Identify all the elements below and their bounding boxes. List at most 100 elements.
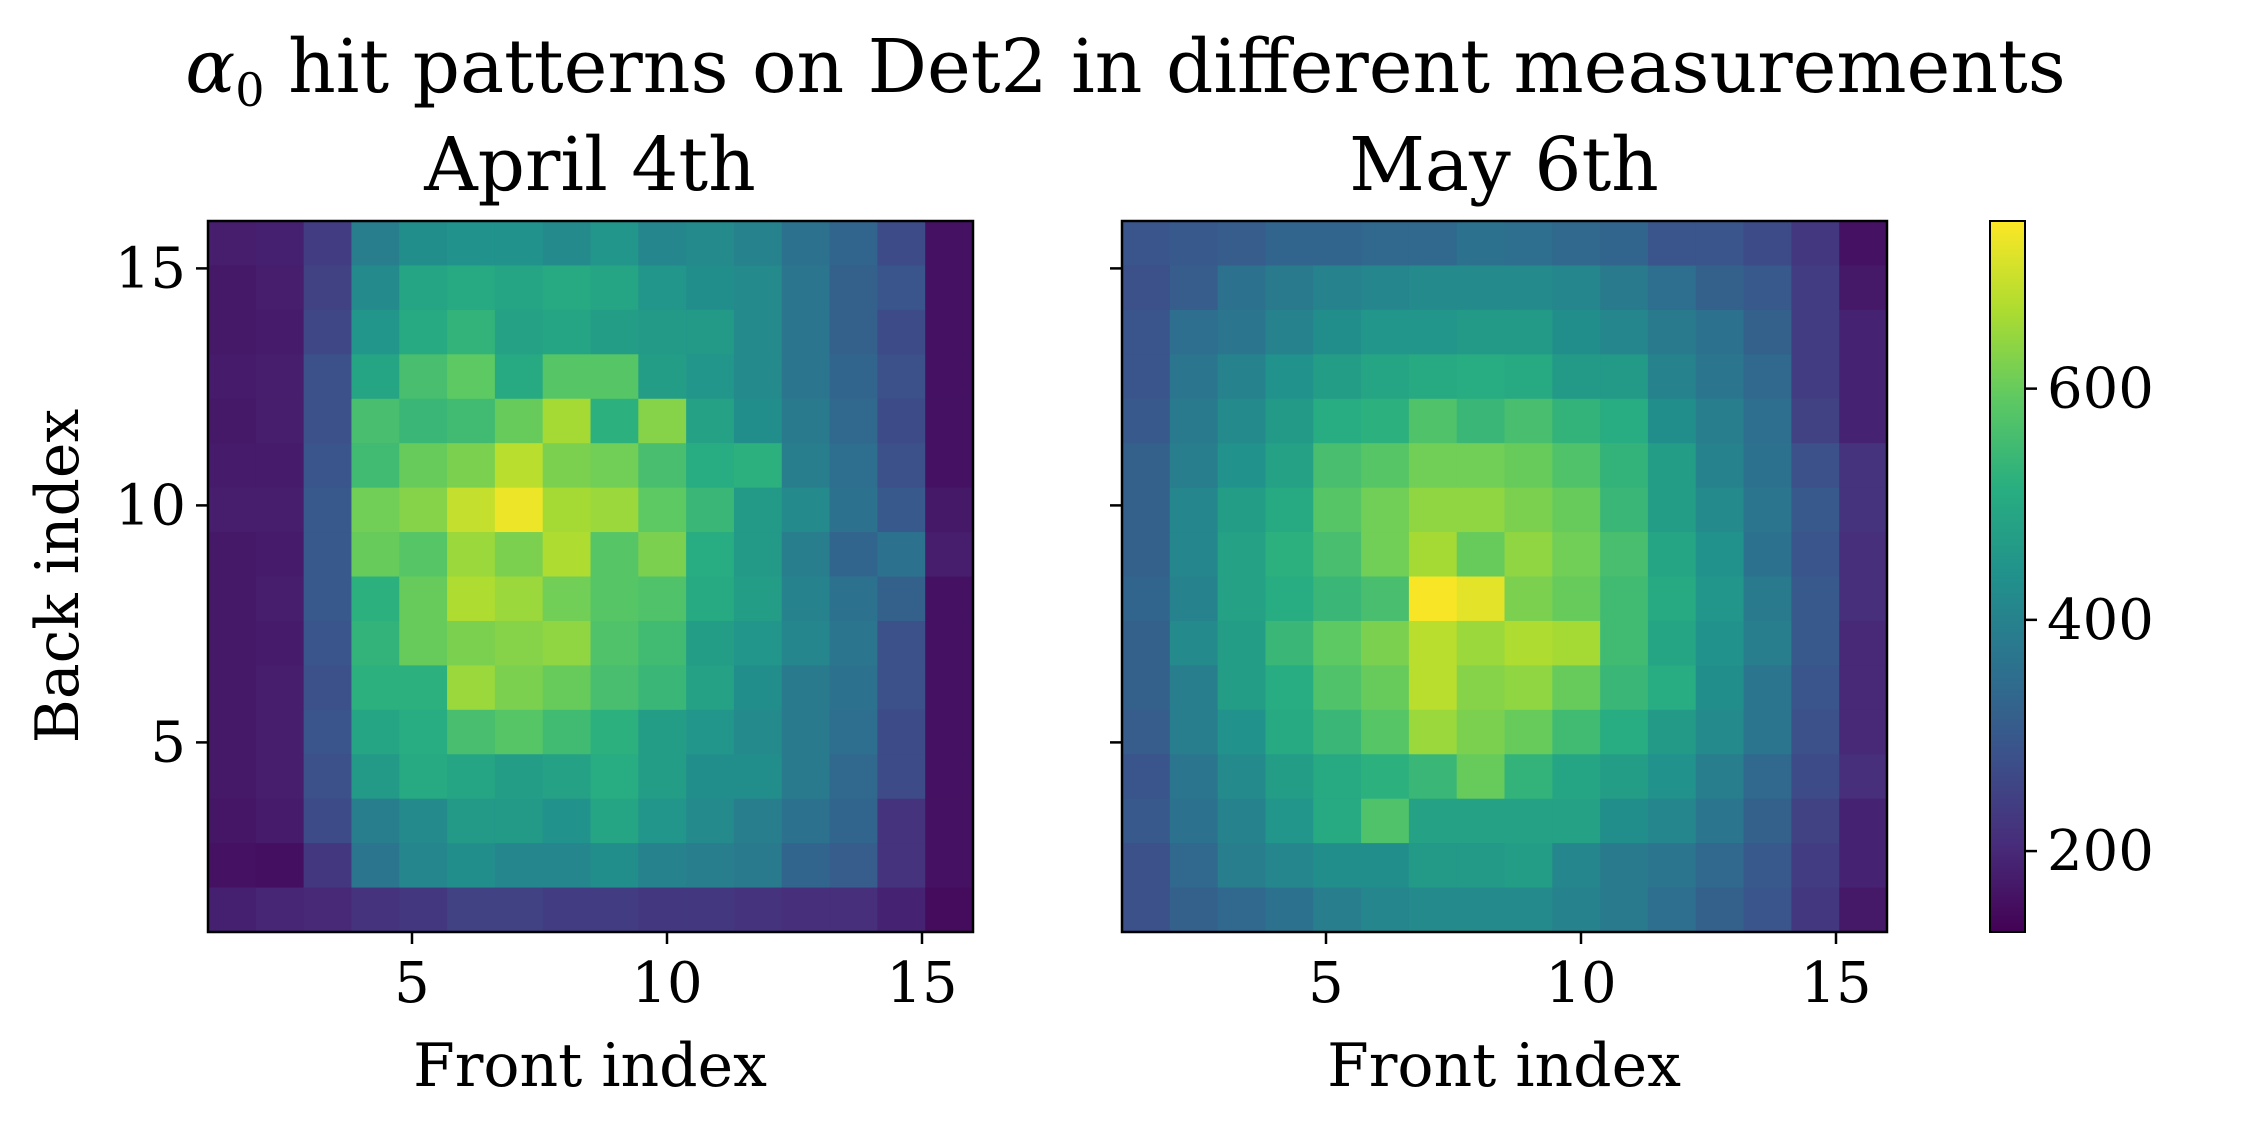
heatmap-cell <box>829 798 878 844</box>
heatmap-cell <box>542 487 592 533</box>
heatmap-cell <box>1504 620 1553 666</box>
heatmap-cell <box>1743 487 1792 533</box>
heatmap-cell <box>1743 843 1792 889</box>
heatmap-cell <box>1169 398 1219 444</box>
heatmap-cell <box>303 843 353 889</box>
panel-may-x-label: Front index <box>1327 1031 1681 1101</box>
heatmap-cell <box>1600 309 1649 355</box>
figure-title-symbol: α <box>185 24 236 110</box>
heatmap-cell <box>399 487 448 533</box>
heatmap-cell <box>1408 887 1458 933</box>
heatmap-cell <box>208 398 257 444</box>
heatmap-cell <box>1504 309 1553 355</box>
heatmap-cell <box>686 265 735 311</box>
heatmap-cell <box>925 309 974 355</box>
heatmap-cell <box>1647 754 1697 800</box>
heatmap-cell <box>733 398 783 444</box>
heatmap-cell <box>1839 576 1888 622</box>
heatmap-cell <box>733 532 783 578</box>
heatmap-cell <box>1695 665 1745 711</box>
heatmap-cell <box>351 887 400 933</box>
heatmap-cell <box>447 309 496 355</box>
panel-may-title: May 6th <box>1349 122 1659 208</box>
heatmap-cell <box>590 620 639 666</box>
heatmap-cell <box>1647 798 1697 844</box>
heatmap-cell <box>1122 221 1171 267</box>
heatmap-cell <box>208 843 257 889</box>
heatmap-cell <box>781 620 831 666</box>
heatmap-cell <box>638 443 687 489</box>
heatmap-cell <box>208 665 257 711</box>
heatmap-cell <box>1408 620 1458 666</box>
heatmap-cell <box>1217 443 1267 489</box>
heatmap-cell <box>1361 265 1410 311</box>
panel-april: April 4th 5 10 15 5 10 15 Front index Back i… <box>23 122 975 1101</box>
heatmap-cell <box>1361 532 1410 578</box>
heatmap-cell <box>255 265 305 311</box>
heatmap-cell <box>303 709 353 755</box>
heatmap-cell <box>1552 487 1601 533</box>
heatmap-cell <box>1695 265 1745 311</box>
heatmap-cell <box>351 354 400 400</box>
figure-title-text: hit patterns on Det2 in different measur… <box>264 24 2066 110</box>
heatmap-cell <box>1169 443 1219 489</box>
heatmap-cell <box>638 265 687 311</box>
heatmap-cell <box>1791 221 1840 267</box>
heatmap-cell <box>1408 354 1458 400</box>
heatmap-cell <box>1456 620 1506 666</box>
heatmap-cell <box>1743 887 1792 933</box>
x-tick-label: 15 <box>886 951 957 1016</box>
heatmap-cell <box>399 665 448 711</box>
heatmap-cell <box>781 843 831 889</box>
heatmap-cell <box>733 221 783 267</box>
heatmap-cell <box>351 398 400 444</box>
heatmap-cell <box>1217 620 1267 666</box>
heatmap-cell <box>590 354 639 400</box>
heatmap-cell <box>1313 887 1362 933</box>
heatmap-cell <box>208 221 257 267</box>
heatmap-cell <box>1313 309 1362 355</box>
heatmap-cell <box>255 843 305 889</box>
heatmap-cell <box>925 221 974 267</box>
x-tick-label: 10 <box>1545 951 1616 1016</box>
heatmap-cell <box>1265 487 1314 533</box>
heatmap-cell <box>494 309 544 355</box>
panel-april-x-ticks: 5 10 15 <box>394 932 958 1016</box>
x-tick-label: 5 <box>394 951 430 1016</box>
heatmap-cell <box>303 576 353 622</box>
heatmap-cell <box>1217 754 1267 800</box>
heatmap-cell <box>925 843 974 889</box>
heatmap-cell <box>1552 665 1601 711</box>
heatmap-cell <box>1600 798 1649 844</box>
heatmap-cell <box>1313 843 1362 889</box>
heatmap-cell <box>494 221 544 267</box>
heatmap-cell <box>1265 843 1314 889</box>
heatmap-cell <box>829 532 878 578</box>
heatmap-cell <box>542 265 592 311</box>
heatmap-cell <box>1552 887 1601 933</box>
heatmap-cell <box>494 398 544 444</box>
heatmap-cell <box>399 620 448 666</box>
heatmap-cell <box>542 354 592 400</box>
heatmap-cell <box>1456 265 1506 311</box>
heatmap-cell <box>1743 265 1792 311</box>
heatmap-cell <box>781 798 831 844</box>
heatmap-cell <box>1743 576 1792 622</box>
heatmap-cell <box>494 487 544 533</box>
heatmap-cell <box>494 576 544 622</box>
heatmap-cell <box>1791 709 1840 755</box>
heatmap-cell <box>303 532 353 578</box>
heatmap-cell <box>638 398 687 444</box>
heatmap-cell <box>1313 487 1362 533</box>
heatmap-cell <box>351 265 400 311</box>
heatmap-cell <box>1313 798 1362 844</box>
heatmap-cell <box>781 443 831 489</box>
heatmap-cell <box>638 487 687 533</box>
heatmap-cell <box>303 265 353 311</box>
heatmap-cell <box>1839 709 1888 755</box>
heatmap-cell <box>351 843 400 889</box>
heatmap-cell <box>351 798 400 844</box>
heatmap-cell <box>1552 709 1601 755</box>
heatmap-cell <box>447 887 496 933</box>
